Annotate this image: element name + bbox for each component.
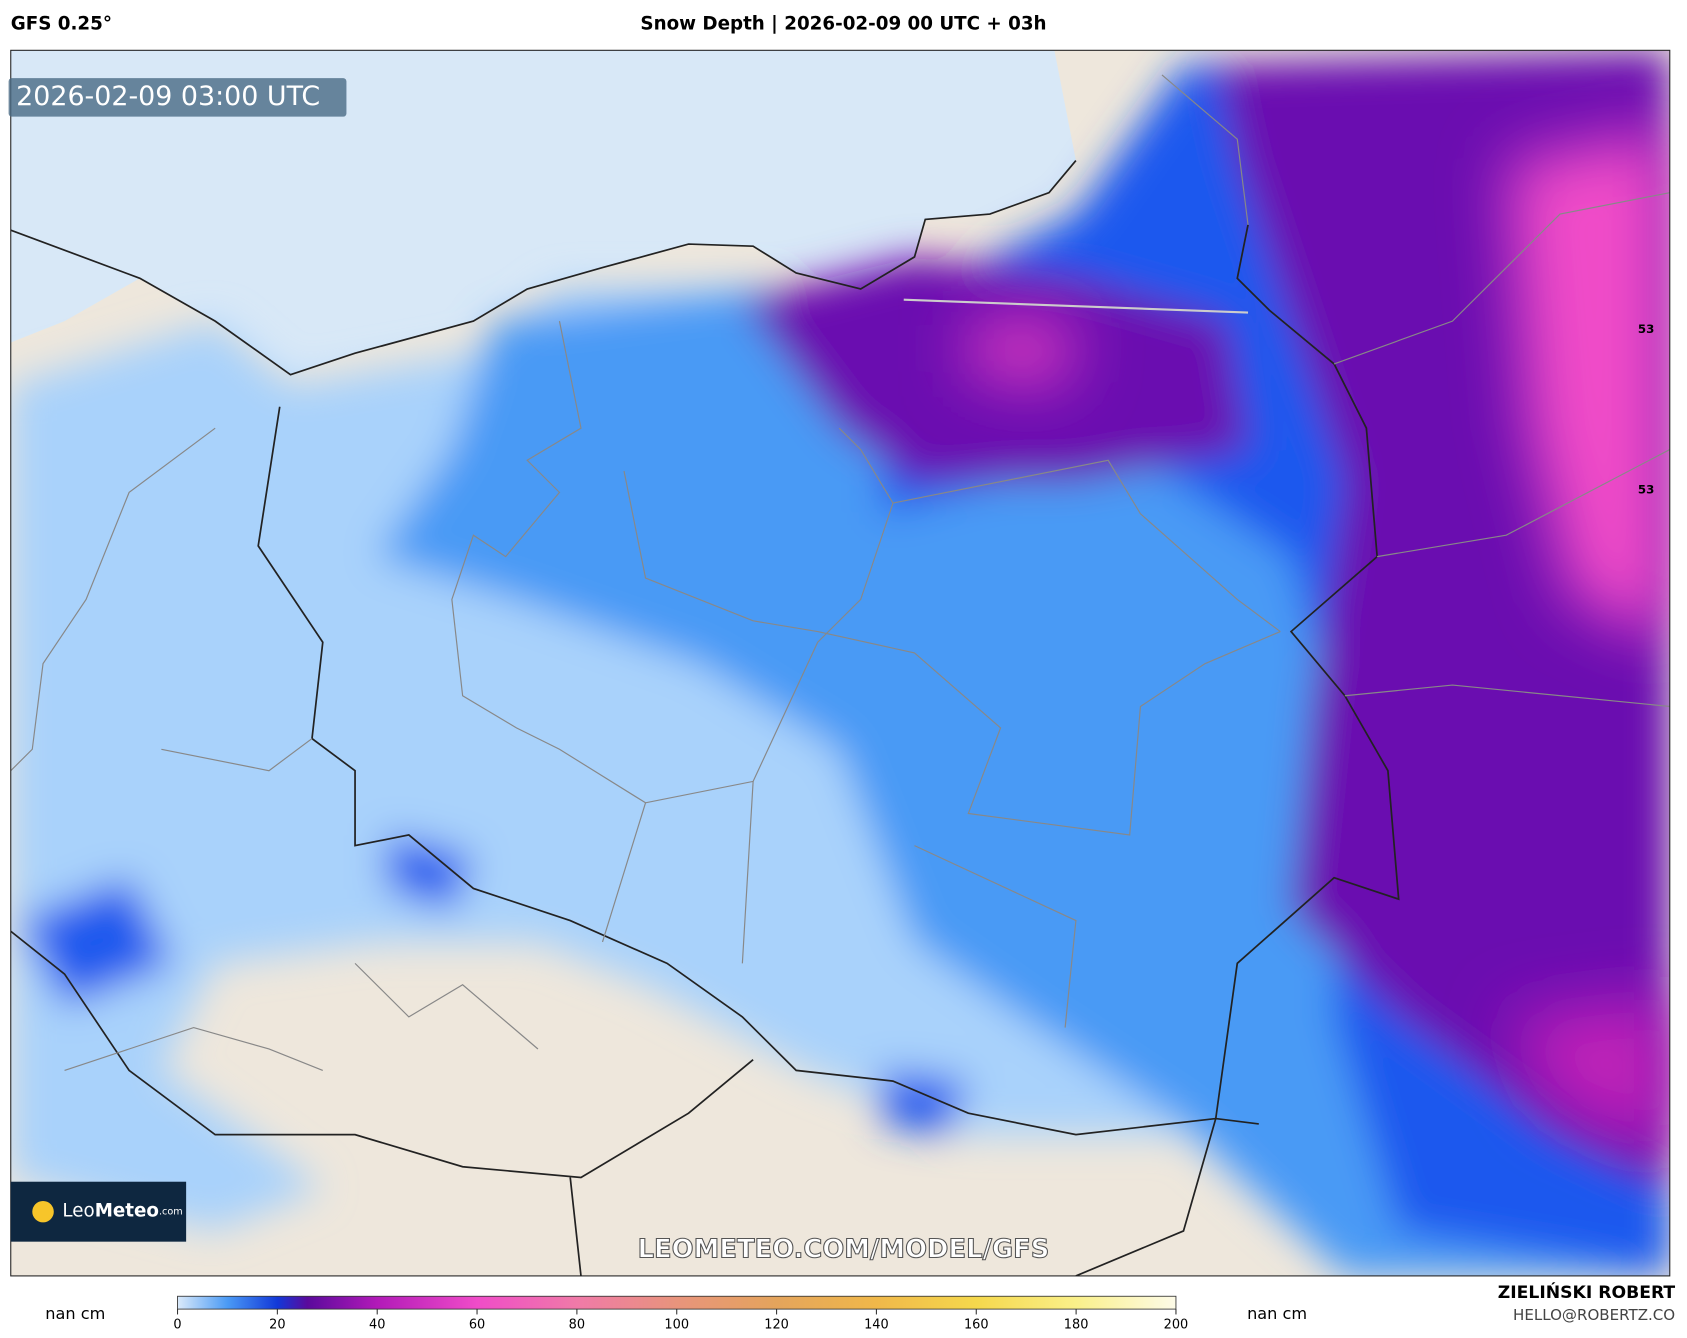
colorbar-tick-label: 100 bbox=[664, 1318, 689, 1333]
email: HELLO@ROBERTZ.CO bbox=[1513, 1306, 1675, 1324]
map-frame bbox=[10, 49, 1671, 1277]
border-line bbox=[903, 298, 1249, 314]
author: ZIELIŃSKI ROBERT bbox=[1498, 1281, 1676, 1303]
title: Snow Depth | 2026-02-09 00 UTC + 03h bbox=[640, 14, 1046, 35]
colorbar-tick-label: 180 bbox=[1064, 1318, 1089, 1333]
colorbar-tick-label: 20 bbox=[269, 1318, 285, 1333]
borders bbox=[10, 160, 1400, 1276]
regions bbox=[10, 74, 1670, 1071]
model-label: GFS 0.25° bbox=[11, 14, 112, 35]
colorbar-right-label: nan cm bbox=[1247, 1304, 1307, 1323]
logo-sun bbox=[32, 1200, 54, 1223]
colorbar-tick-label: 80 bbox=[569, 1318, 585, 1333]
sea bbox=[10, 50, 1076, 375]
colorbar bbox=[177, 1295, 1177, 1310]
colorbar-tick-label: 120 bbox=[764, 1318, 789, 1333]
timestamp-box bbox=[8, 78, 347, 117]
colorbar-tick-label: 200 bbox=[1164, 1318, 1189, 1333]
logo: LeoMeteo.com bbox=[62, 1201, 182, 1222]
snow-deep bbox=[968, 128, 1670, 1157]
colorbar-ticks: 0 20 40 60 80 100 120 140 160 180 200 bbox=[173, 1309, 1188, 1333]
colorbar-tick-label: 0 bbox=[173, 1318, 181, 1333]
colorbar-tick-label: 60 bbox=[469, 1318, 485, 1333]
colorbar-tick-label: 160 bbox=[964, 1318, 989, 1333]
watermark: LEOMETEO.COM/MODEL/GFS bbox=[638, 1235, 1050, 1265]
colorbar-tick-label: 40 bbox=[369, 1318, 385, 1333]
lat-label: 53 bbox=[1638, 483, 1654, 497]
map bbox=[10, 50, 1670, 1276]
colorbar-left-label: nan cm bbox=[45, 1304, 105, 1323]
colorbar-tick-label: 140 bbox=[864, 1318, 889, 1333]
timestamp: 2026-02-09 03:00 UTC bbox=[16, 81, 320, 112]
lat-label: 53 bbox=[1638, 322, 1654, 336]
